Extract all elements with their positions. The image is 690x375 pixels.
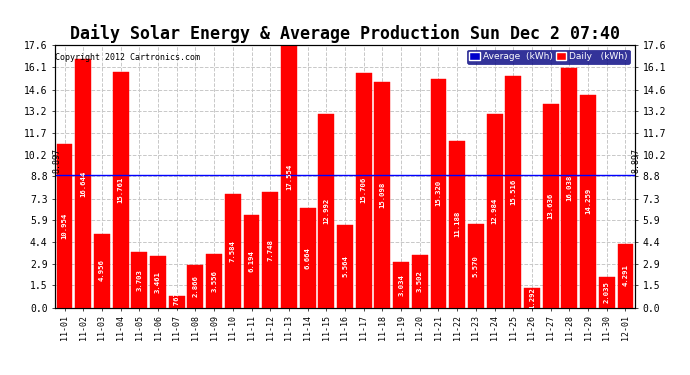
Text: 15.516: 15.516 xyxy=(511,178,516,205)
Text: 12.984: 12.984 xyxy=(491,198,497,224)
Bar xyxy=(206,255,222,308)
Text: 16.644: 16.644 xyxy=(80,170,86,196)
Text: 15.761: 15.761 xyxy=(117,177,124,203)
Bar xyxy=(57,144,72,308)
Text: 6.194: 6.194 xyxy=(248,251,255,272)
Text: 3.502: 3.502 xyxy=(417,270,423,292)
Bar xyxy=(94,234,110,308)
Bar xyxy=(75,59,91,308)
Bar xyxy=(375,82,391,308)
Text: 4.291: 4.291 xyxy=(622,265,629,286)
Text: Copyright 2012 Cartronics.com: Copyright 2012 Cartronics.com xyxy=(55,53,200,62)
Text: 16.038: 16.038 xyxy=(566,175,573,201)
Bar xyxy=(599,277,615,308)
Text: 3.703: 3.703 xyxy=(137,269,142,291)
Text: 12.992: 12.992 xyxy=(324,198,329,224)
Text: 11.188: 11.188 xyxy=(454,211,460,237)
Bar xyxy=(449,141,465,308)
Text: 7.748: 7.748 xyxy=(267,239,273,261)
Bar xyxy=(131,252,147,308)
Bar xyxy=(337,225,353,308)
Bar xyxy=(618,243,633,308)
Text: 8.897: 8.897 xyxy=(52,148,61,172)
Text: 2.035: 2.035 xyxy=(604,281,610,303)
Text: 15.706: 15.706 xyxy=(361,177,366,204)
Bar xyxy=(505,76,521,308)
Bar xyxy=(524,288,540,308)
Bar xyxy=(543,104,559,308)
Bar xyxy=(225,194,241,308)
Text: 7.584: 7.584 xyxy=(230,240,236,262)
Bar xyxy=(580,95,596,308)
Text: 15.098: 15.098 xyxy=(380,182,386,208)
Text: 10.954: 10.954 xyxy=(61,213,68,239)
Bar xyxy=(281,46,297,308)
Text: 13.636: 13.636 xyxy=(548,193,553,219)
Title: Daily Solar Energy & Average Production Sun Dec 2 07:40: Daily Solar Energy & Average Production … xyxy=(70,24,620,44)
Text: 2.866: 2.866 xyxy=(193,275,199,297)
Bar xyxy=(431,79,446,308)
Bar xyxy=(169,296,185,307)
Bar xyxy=(318,114,334,308)
Text: 5.564: 5.564 xyxy=(342,255,348,277)
Text: 8.897: 8.897 xyxy=(631,148,640,172)
Bar xyxy=(468,224,484,308)
Text: 5.570: 5.570 xyxy=(473,255,479,277)
Text: 1.292: 1.292 xyxy=(529,287,535,309)
Bar xyxy=(244,215,259,308)
Bar xyxy=(299,208,315,308)
Text: 3.034: 3.034 xyxy=(398,274,404,296)
Bar xyxy=(188,265,204,308)
Legend: Average  (kWh), Daily   (kWh): Average (kWh), Daily (kWh) xyxy=(466,50,630,64)
Text: 0.767: 0.767 xyxy=(174,291,179,313)
Text: 14.259: 14.259 xyxy=(585,188,591,214)
Bar xyxy=(393,262,409,308)
Bar xyxy=(356,73,372,308)
Bar xyxy=(412,255,428,308)
Bar xyxy=(262,192,278,308)
Bar xyxy=(562,68,578,308)
Text: 3.556: 3.556 xyxy=(211,270,217,292)
Bar xyxy=(112,72,128,308)
Text: 17.554: 17.554 xyxy=(286,164,292,190)
Bar xyxy=(150,256,166,308)
Text: 6.664: 6.664 xyxy=(304,247,310,269)
Text: 3.461: 3.461 xyxy=(155,271,161,292)
Text: 15.320: 15.320 xyxy=(435,180,442,206)
Bar xyxy=(486,114,502,308)
Text: 4.956: 4.956 xyxy=(99,260,105,282)
